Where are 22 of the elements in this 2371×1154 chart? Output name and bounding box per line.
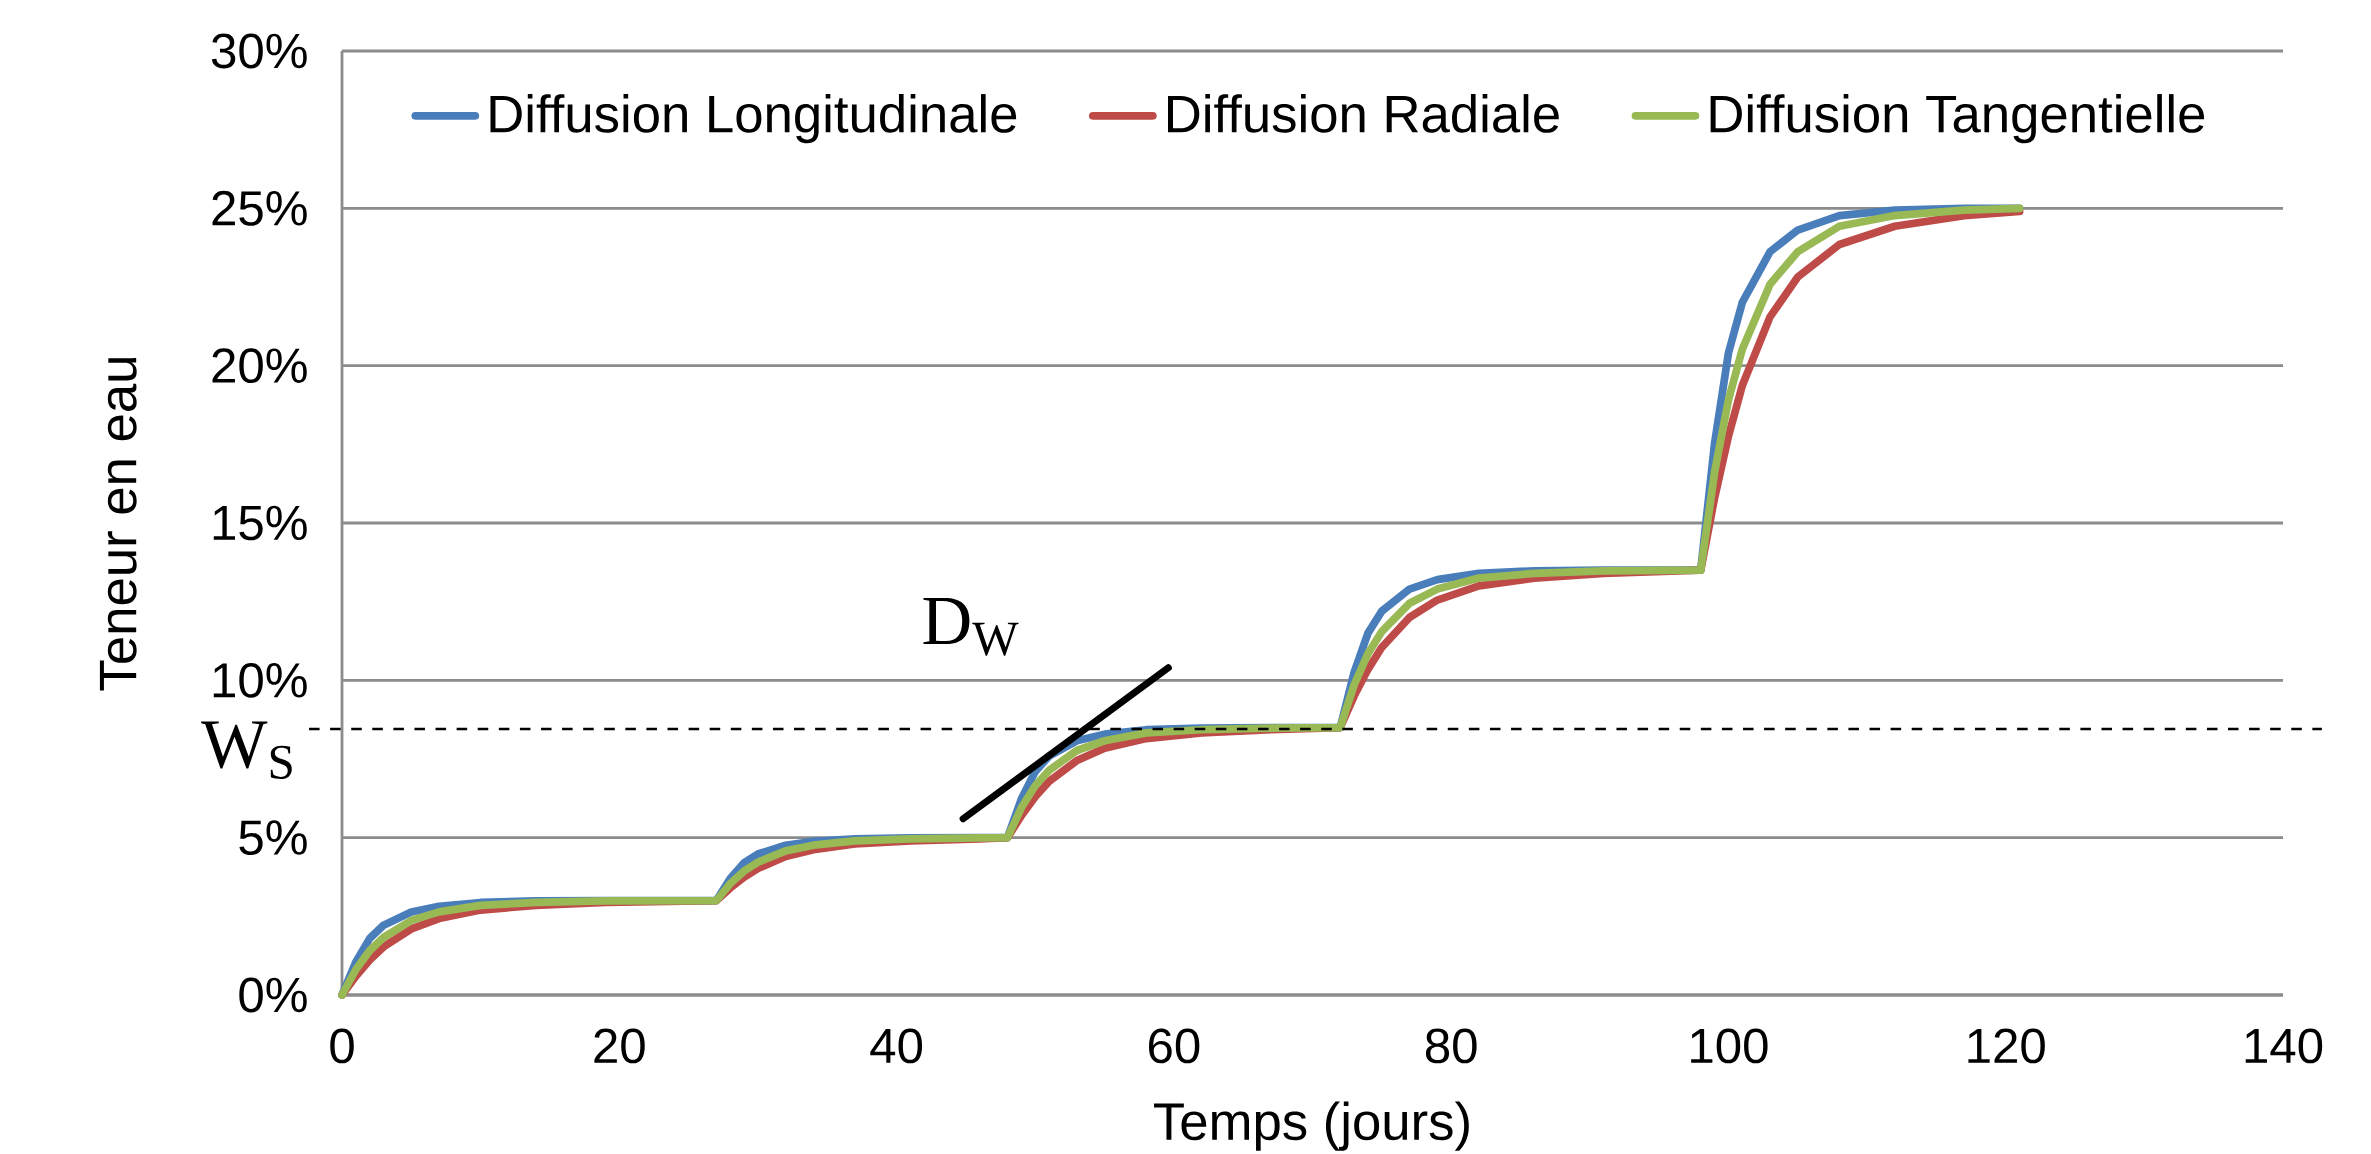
legend-label: Diffusion Radiale [1168, 94, 1559, 133]
legend-label: Diffusion Longitudinale [490, 94, 1017, 144]
x-tick-label: 80 [1425, 1028, 1477, 1064]
legend-label: Diffusion Tangentielle [1710, 94, 2205, 144]
x-tick-label: 40 [870, 1028, 923, 1064]
x-axis-title: Temps (jours) [1154, 1101, 1469, 1151]
ref-line-label: W$_{S}$ [201, 721, 292, 779]
annotation: D$_{W}$ [923, 597, 1019, 656]
x-tick-label: 120 [1968, 1028, 2045, 1064]
y-tick-label: 10% [213, 662, 307, 698]
y-tick-label: 25% [212, 190, 307, 226]
y-tick-label: 20% [212, 348, 307, 384]
x-tick-label: 20 [594, 1028, 645, 1064]
y-tick-label: 30% [211, 33, 307, 69]
y-tick-label: 0% [239, 977, 307, 1013]
y-tick-label: 5% [239, 820, 307, 855]
x-tick-label: 140 [2245, 1028, 2323, 1064]
y-tick-label: 15% [213, 505, 307, 541]
x-tick-label: 0 [330, 1028, 354, 1064]
x-tick-label: 100 [1691, 1028, 1768, 1064]
y-axis-title: Teneur en eau [99, 358, 137, 691]
x-tick-label: 60 [1148, 1028, 1200, 1064]
